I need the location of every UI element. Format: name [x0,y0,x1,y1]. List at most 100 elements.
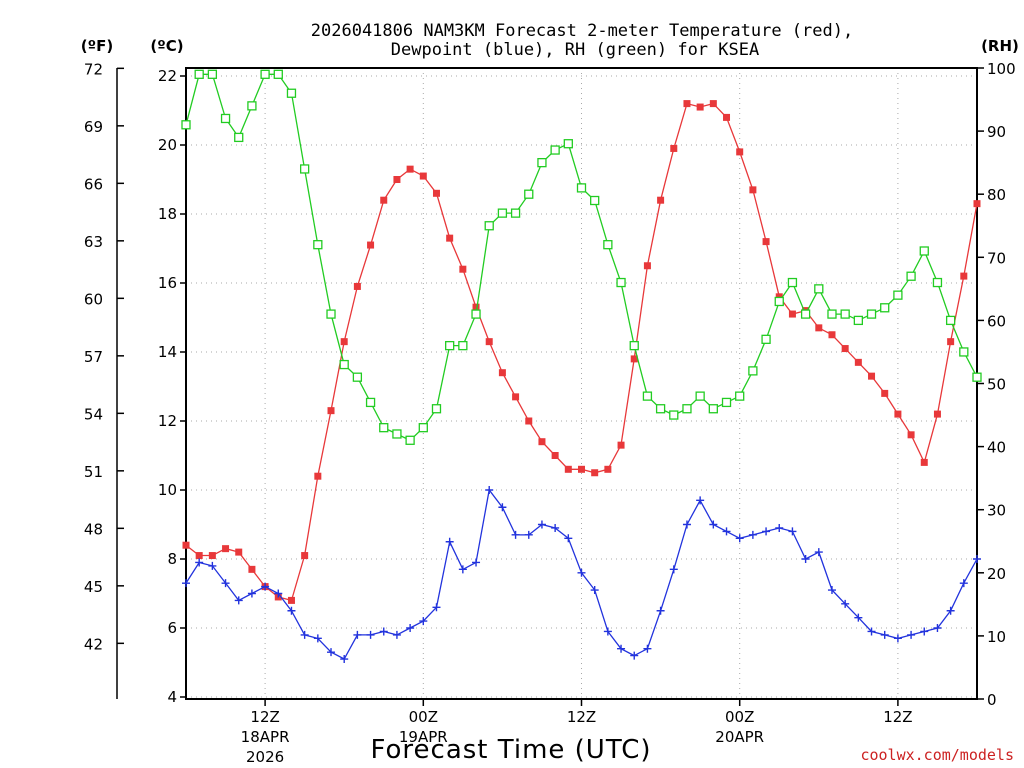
rh-point [194,69,204,79]
x-tick-year: 2026 [246,748,284,766]
dewpoint-point [379,627,388,636]
dewpoint-point [762,527,771,536]
rh-point [748,366,758,376]
dewpoint-point [182,579,190,588]
rh-unit-label: (RH) [981,37,1019,55]
dewpoint-point [946,606,955,615]
rh-tick-label: 60 [987,312,1006,330]
x-tick-label: 00Z [725,708,754,726]
fahrenheit-tick-label: 69 [84,118,103,136]
temperature-point [327,407,335,415]
temperature-point [301,552,309,560]
dewpoint-point [313,634,322,643]
dewpoint-point [656,606,665,615]
rh-point [286,88,297,98]
dewpoint-point [643,644,652,653]
rh-point [339,359,349,370]
rh-point [721,397,732,408]
temperature-point [907,431,915,439]
dewpoint-point [867,627,876,636]
temperature-point [446,234,454,242]
temperature-point [287,596,295,604]
rh-point [945,315,956,326]
rh-point [787,277,798,288]
rh-point [524,189,534,199]
dewpoint-point [300,630,309,639]
fahrenheit-tick-label: 45 [84,578,103,596]
rh-point [418,423,428,433]
dewpoint-point [630,651,639,660]
rh-point [563,139,573,149]
rh-tick-label: 90 [987,123,1006,141]
dewpoint-point [577,568,586,577]
dewpoint-point [234,596,243,605]
temperature-point [723,113,731,121]
x-tick-label: 00Z [409,708,438,726]
dewpoint-point [564,534,573,543]
rh-point [959,347,969,357]
rh-tick-label: 10 [987,628,1006,646]
temperature-point [868,372,876,380]
temperature-point [630,355,638,363]
temperature-point [353,282,361,290]
rh-point [814,284,824,294]
rh-tick-label: 30 [987,502,1006,520]
x-tick-label: 12Z [250,708,279,726]
dewpoint-point [788,527,797,536]
rh-point [497,208,508,218]
dewpoint-point [366,630,375,639]
rh-point [603,240,613,250]
dewpoint-point [340,655,349,664]
rh-point [590,195,600,206]
rh-point [761,334,771,344]
dewpoint-point [827,586,836,595]
celsius-tick-label: 14 [158,343,177,361]
temperature-point [551,452,559,459]
dewpoint-point [709,520,718,529]
celsius-tick-label: 8 [167,550,177,568]
dewpoint-point [221,579,230,588]
temperature-point [762,238,770,246]
rh-point [313,240,323,250]
temperature-point [235,548,243,556]
dewpoint-point [432,603,441,612]
rh-point [550,145,560,155]
rh-point [181,120,191,130]
dewpoint-point [854,613,863,622]
temperature-point [617,441,625,449]
y-axis-ticks: 4 6 8 10 12 14 16 18 20 22 42 45 48 51 54 57 60 63 66 69 72 0… [84,60,1016,709]
rh-point [655,404,666,414]
temperature-point [604,465,612,473]
temperature-point [736,148,744,156]
dewpoint-point [524,530,533,539]
celsius-tick-label: 4 [167,688,177,706]
rh-point [537,157,547,168]
rh-point [234,132,244,143]
rh-point [906,271,916,281]
rh-tick-label: 70 [987,249,1006,267]
rh-point [576,183,587,193]
dewpoint-point [893,634,902,643]
fahrenheit-tick-label: 72 [84,60,103,78]
temperature-point [670,144,678,152]
temperature-point [657,196,665,204]
temperature-point [920,458,928,466]
rh-point [642,391,653,401]
temperature-point [208,552,216,560]
dewpoint-point [973,555,981,563]
dewpoint-point [287,606,296,615]
fahrenheit-tick-label: 51 [84,463,103,481]
rh-point [880,303,890,313]
dewpoint-point [247,589,256,598]
rh-point [510,208,521,218]
temperature-point [248,565,256,573]
rh-point [629,340,639,351]
fahrenheit-unit-label: (ºF) [81,37,113,55]
celsius-tick-label: 10 [158,481,177,499]
rh-point [840,309,850,319]
rh-point [273,69,283,79]
rh-point [682,404,692,414]
temperature-point [828,331,836,339]
dewpoint-point [195,558,204,567]
